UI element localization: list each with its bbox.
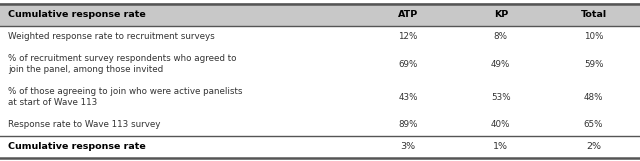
Text: 43%: 43%	[398, 93, 418, 101]
Text: 8%: 8%	[494, 32, 508, 41]
Text: % of recruitment survey respondents who agreed to
join the panel, among those in: % of recruitment survey respondents who …	[8, 54, 236, 74]
Text: Total: Total	[580, 10, 607, 19]
Text: 12%: 12%	[398, 32, 418, 41]
Bar	[0, 4, 640, 25]
Text: Cumulative response rate: Cumulative response rate	[8, 10, 145, 19]
Text: ATP: ATP	[398, 10, 418, 19]
Text: Response rate to Wave 113 survey: Response rate to Wave 113 survey	[8, 120, 160, 129]
Text: 10%: 10%	[584, 32, 604, 41]
Text: Weighted response rate to recruitment surveys: Weighted response rate to recruitment su…	[8, 32, 214, 41]
Bar	[0, 25, 640, 47]
Text: 69%: 69%	[398, 60, 418, 68]
Bar	[0, 80, 640, 114]
Text: 59%: 59%	[584, 60, 604, 68]
Bar	[0, 114, 640, 136]
Text: 48%: 48%	[584, 93, 604, 101]
Text: KP: KP	[493, 10, 508, 19]
Text: 89%: 89%	[398, 120, 418, 129]
Text: 3%: 3%	[401, 142, 415, 151]
Text: 49%: 49%	[491, 60, 511, 68]
Bar	[0, 136, 640, 157]
Text: 2%: 2%	[586, 142, 601, 151]
Text: 1%: 1%	[493, 142, 508, 151]
Text: 53%: 53%	[491, 93, 511, 101]
Text: 40%: 40%	[491, 120, 511, 129]
Text: Cumulative response rate: Cumulative response rate	[8, 142, 145, 151]
Text: % of those agreeing to join who were active panelists
at start of Wave 113: % of those agreeing to join who were act…	[8, 87, 242, 107]
Bar	[0, 47, 640, 80]
Text: 65%: 65%	[584, 120, 604, 129]
